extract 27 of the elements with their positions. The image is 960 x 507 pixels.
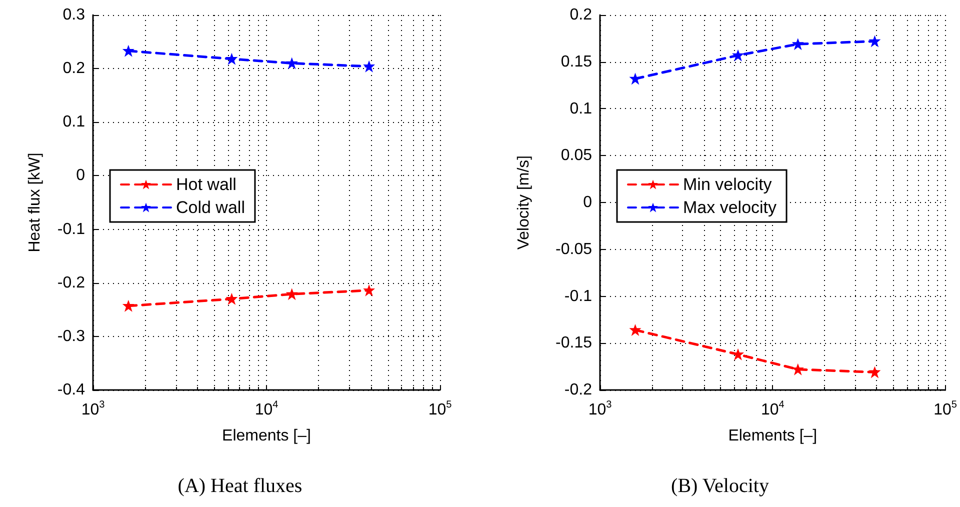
y-tick-label: -0.1: [57, 220, 86, 238]
x-axis-title: Elements [–]: [728, 428, 818, 444]
y-tick-label: 0: [76, 167, 86, 184]
x-axis-title: Elements [–]: [222, 428, 311, 444]
y-tick-label: -0.05: [556, 240, 592, 258]
text: (A) Heat fluxes: [178, 475, 302, 497]
y-tick-label: 0.1: [570, 100, 592, 118]
y-tick-label: 0.2: [62, 60, 86, 78]
y-tick-label: -0.4: [57, 382, 86, 398]
y-tick-label: 0: [583, 194, 592, 211]
y-tick-label: -0.1: [564, 288, 592, 305]
legend-label: Hot wall: [176, 175, 236, 194]
y-tick-label: 0.1: [62, 114, 86, 131]
y-tick-label: 0.2: [570, 6, 592, 24]
y-tick-label: 0.3: [62, 6, 86, 24]
legend-label: Cold wall: [176, 198, 245, 217]
y-axis-title: Heat flux [kW]: [26, 152, 44, 252]
y-tick-label: 0.15: [560, 53, 592, 70]
y-axis-title: Velocity [m/s]: [516, 155, 532, 250]
y-tick-label: 0.05: [560, 147, 592, 164]
y-tick-label: -0.2: [564, 382, 592, 398]
legend-label: Min velocity: [683, 175, 772, 194]
legend-label: Max velocity: [683, 198, 778, 217]
text: (B) Velocity: [671, 475, 769, 497]
y-tick-label: -0.2: [57, 274, 86, 292]
y-tick-label: -0.3: [57, 328, 86, 345]
y-tick-label: -0.15: [556, 334, 592, 352]
